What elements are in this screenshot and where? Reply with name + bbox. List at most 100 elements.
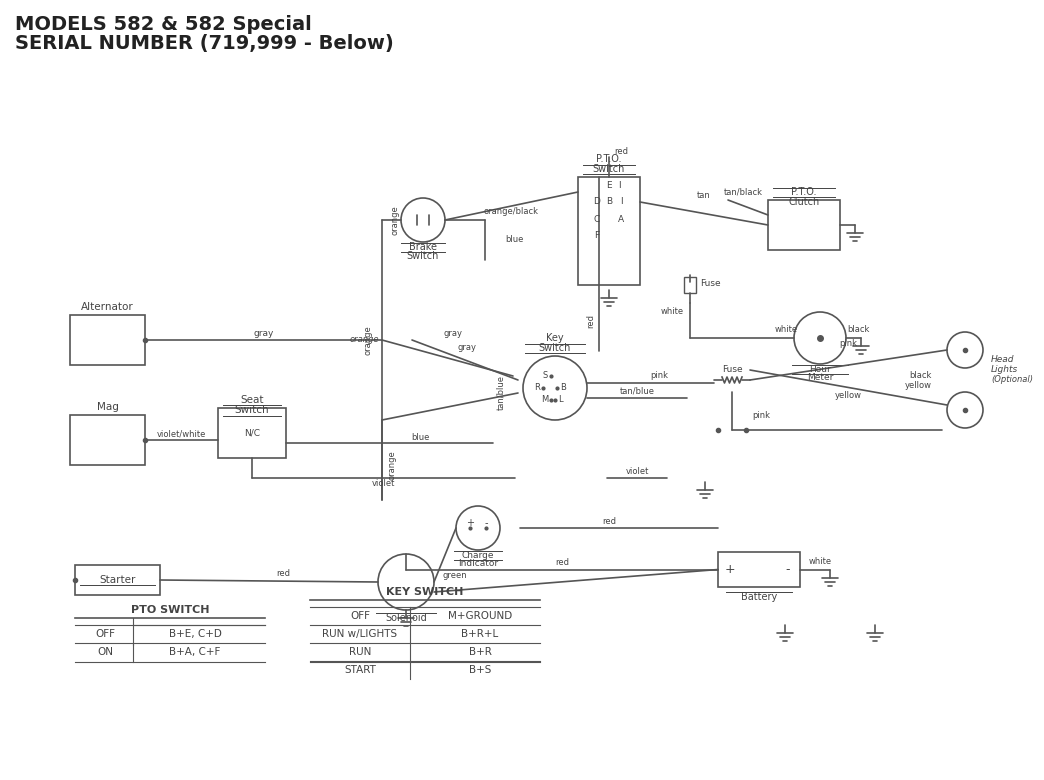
Text: Switch: Switch	[235, 405, 269, 415]
Text: -: -	[786, 563, 790, 576]
Text: gray: gray	[458, 343, 477, 353]
Text: Indicator: Indicator	[458, 559, 498, 569]
Bar	[684, 277, 696, 293]
Text: pink: pink	[839, 339, 857, 348]
Text: -: -	[484, 518, 488, 528]
Text: L: L	[557, 395, 563, 405]
Text: white: white	[775, 325, 798, 335]
Text: Head: Head	[991, 356, 1015, 364]
Text: A: A	[618, 215, 624, 224]
Circle shape	[378, 554, 434, 610]
Text: RUN w/LIGHTS: RUN w/LIGHTS	[323, 629, 398, 639]
Text: tan/blue: tan/blue	[619, 387, 655, 395]
Text: B+R: B+R	[469, 647, 492, 657]
Bar	[718, 552, 800, 587]
Text: green: green	[443, 570, 468, 580]
Text: Battery: Battery	[741, 592, 777, 602]
Text: PTO SWITCH: PTO SWITCH	[130, 605, 209, 615]
Text: I: I	[620, 197, 622, 207]
Text: B+R+L: B+R+L	[461, 629, 499, 639]
Text: ON: ON	[97, 647, 113, 657]
Text: Switch: Switch	[407, 251, 440, 261]
Circle shape	[947, 332, 983, 368]
Text: red: red	[276, 569, 290, 577]
Text: M: M	[542, 395, 549, 405]
Text: E: E	[607, 180, 612, 190]
Text: violet/white: violet/white	[157, 430, 206, 438]
Text: black: black	[909, 370, 932, 380]
Text: blue: blue	[411, 432, 430, 441]
Text: orange/black: orange/black	[484, 207, 539, 217]
Text: +: +	[725, 563, 735, 576]
Text: Brake: Brake	[409, 242, 437, 252]
Text: Charge: Charge	[461, 551, 494, 559]
Text: white: white	[661, 307, 684, 316]
Text: gray: gray	[443, 329, 462, 339]
Text: Key: Key	[546, 333, 564, 343]
Text: S: S	[543, 371, 548, 381]
Text: orange: orange	[387, 450, 397, 480]
Circle shape	[523, 356, 587, 420]
Text: I: I	[618, 180, 620, 190]
Text: B: B	[606, 197, 612, 207]
Text: Mag: Mag	[96, 402, 118, 412]
Text: Lights: Lights	[991, 366, 1018, 374]
Text: C: C	[594, 215, 600, 224]
Text: pink: pink	[752, 410, 770, 420]
Text: yellow: yellow	[905, 381, 932, 389]
Text: blue: blue	[505, 236, 523, 244]
Text: B: B	[560, 384, 566, 392]
Text: red: red	[555, 558, 569, 567]
Text: tan/blue: tan/blue	[497, 375, 505, 410]
Circle shape	[794, 312, 846, 364]
Text: SERIAL NUMBER (719,999 - Below): SERIAL NUMBER (719,999 - Below)	[15, 34, 394, 52]
Text: Hour: Hour	[809, 364, 831, 374]
Bar	[218, 408, 286, 458]
Text: black: black	[847, 325, 870, 335]
Text: OFF: OFF	[95, 629, 115, 639]
Text: orange: orange	[363, 325, 373, 355]
Text: Seat: Seat	[240, 395, 264, 405]
Circle shape	[456, 506, 500, 550]
Text: yellow: yellow	[835, 391, 862, 399]
Text: M+GROUND: M+GROUND	[448, 611, 513, 621]
Text: N/C: N/C	[244, 428, 260, 438]
Text: OFF: OFF	[350, 611, 370, 621]
Text: B+A, C+F: B+A, C+F	[169, 647, 220, 657]
Text: Switch: Switch	[539, 343, 571, 353]
Text: +: +	[466, 518, 474, 528]
Text: Solenoid: Solenoid	[385, 613, 427, 623]
Text: red: red	[587, 314, 595, 328]
Text: R: R	[535, 384, 540, 392]
Text: B+E, C+D: B+E, C+D	[168, 629, 221, 639]
Text: violet: violet	[625, 467, 648, 477]
Text: P.T.O.: P.T.O.	[791, 187, 816, 197]
Text: Clutch: Clutch	[788, 197, 820, 207]
Text: red: red	[602, 516, 616, 526]
Text: D: D	[594, 197, 600, 207]
Text: Fuse: Fuse	[699, 278, 720, 288]
Bar	[70, 415, 145, 465]
Text: pink: pink	[650, 371, 668, 381]
Text: Alternator: Alternator	[81, 302, 134, 312]
Bar	[578, 177, 640, 285]
Text: tan/black: tan/black	[723, 187, 762, 197]
Text: orange: orange	[350, 335, 379, 345]
Text: violet: violet	[372, 480, 396, 488]
Text: RUN: RUN	[349, 647, 372, 657]
Text: (Optional): (Optional)	[991, 375, 1033, 385]
Text: gray: gray	[254, 329, 274, 339]
Text: P.T.O.: P.T.O.	[596, 154, 622, 164]
Bar	[75, 565, 160, 595]
Text: white: white	[808, 557, 832, 566]
Text: MODELS 582 & 582 Special: MODELS 582 & 582 Special	[15, 16, 312, 34]
Text: Fuse: Fuse	[721, 366, 742, 374]
Text: tan: tan	[697, 190, 711, 200]
Circle shape	[947, 392, 983, 428]
Text: B+S: B+S	[469, 665, 491, 675]
Text: START: START	[345, 665, 376, 675]
Circle shape	[401, 198, 445, 242]
Text: Switch: Switch	[593, 164, 625, 174]
Text: orange: orange	[390, 205, 399, 235]
Text: F: F	[594, 231, 599, 239]
